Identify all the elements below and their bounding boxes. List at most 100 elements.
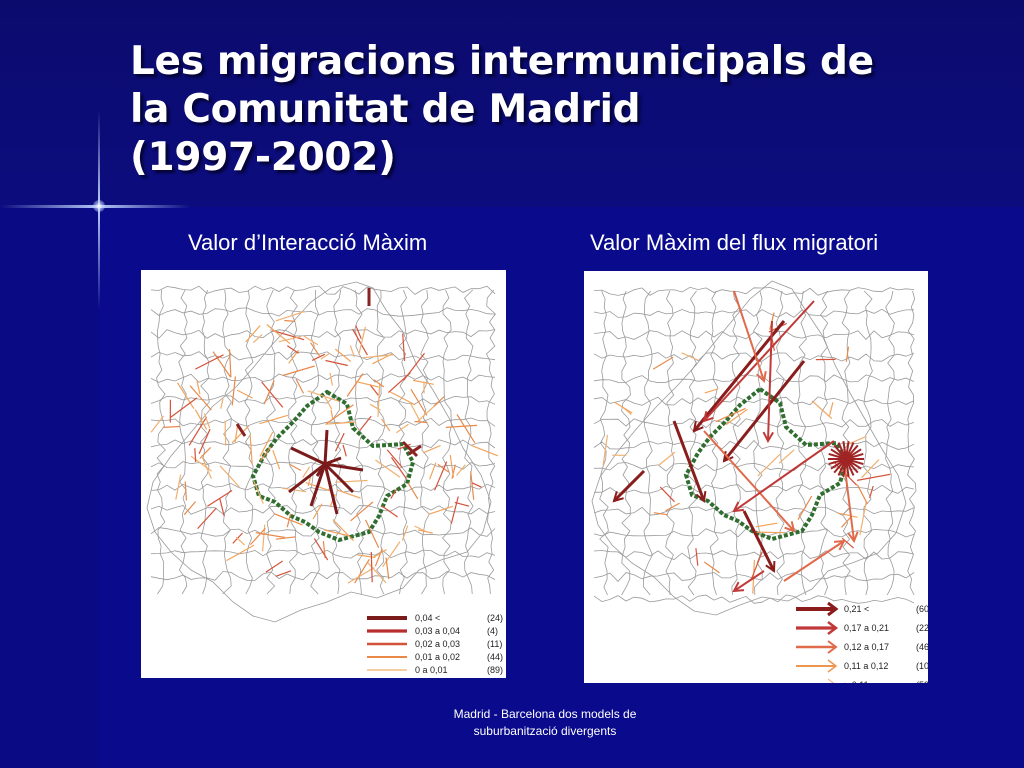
map-interaction-max: 0,04 < (24) 0,03 a 0,04 (4) 0,02 a 0,03 (11) 0… (141, 270, 506, 678)
flow-line (289, 463, 302, 472)
flow-line (188, 416, 208, 446)
legend-count: (46) (916, 642, 928, 652)
municipality-line (150, 505, 496, 516)
flow-line (373, 379, 385, 388)
flow-line (252, 334, 263, 344)
municipality-line (398, 289, 408, 595)
flow-arrow (733, 570, 765, 592)
map-right-caption: Valor Màxim del flux migratori (590, 230, 879, 255)
municipality-line (593, 594, 915, 604)
flow-line (456, 464, 466, 476)
flow-line (363, 354, 394, 359)
flow-line (183, 501, 196, 516)
flow-arrow (843, 460, 855, 542)
footer-line-1: Madrid - Barcelona dos models de (453, 707, 637, 721)
municipality-line (150, 439, 496, 449)
flow-line (390, 391, 416, 406)
flow-line (410, 403, 421, 422)
flow-line (342, 444, 347, 457)
flow-line (841, 537, 854, 549)
flow-line (325, 359, 348, 367)
flow-line (403, 352, 425, 381)
map-legend: 0,04 < (24)0,03 a 0,04 (4)0,02 a 0,03 (11)0… (367, 613, 503, 675)
municipality-line (288, 289, 298, 595)
flow-line (382, 541, 401, 568)
municipality-line (178, 289, 188, 595)
flow-line (352, 328, 368, 356)
flow-line (778, 449, 795, 464)
flow-line (652, 356, 674, 370)
flow-arrows (602, 290, 891, 594)
flow-line (184, 481, 187, 501)
arrow-head (692, 421, 704, 433)
legend-range: 0,17 a 0,21 (844, 623, 889, 633)
legend-range: 0,12 a 0,17 (844, 642, 889, 652)
flow-line (381, 418, 391, 432)
flow-line (235, 423, 247, 437)
legend-entry: > 0,11 (52) (827, 678, 928, 683)
municipality-line (885, 290, 895, 596)
legend-count: (22) (916, 623, 928, 633)
legend-count: (24) (487, 613, 503, 623)
left-band (0, 207, 98, 768)
flow-line (307, 390, 340, 402)
flow-line (797, 495, 813, 521)
municipality-line (593, 439, 915, 450)
arrow-head (612, 491, 624, 503)
municipality-line (593, 374, 915, 384)
legend-entry: 0,04 < (24) (367, 613, 503, 623)
municipality-line (593, 308, 915, 318)
flow-line (196, 380, 201, 395)
arrow-head (784, 521, 796, 533)
flow-line (324, 529, 348, 537)
flow-line (602, 434, 609, 466)
flow-line (224, 420, 227, 446)
flow-line (273, 513, 303, 526)
flow-line (253, 480, 264, 504)
flow-line (869, 485, 874, 499)
flow-line (653, 512, 668, 516)
flow-arrow (703, 300, 815, 422)
flow-line (750, 551, 763, 581)
flow-line (422, 444, 441, 454)
flow-line (189, 385, 212, 411)
flow-line (259, 431, 274, 457)
municipality-line (665, 290, 675, 596)
flow-line (250, 527, 266, 546)
flow-arrow (767, 320, 773, 442)
flow-line (811, 400, 833, 420)
flow-line (377, 383, 381, 417)
flow-line (281, 487, 307, 493)
legend-arrow-head (827, 659, 838, 673)
legend-entry: 0,03 a 0,04 (4) (367, 626, 498, 636)
flow-line (245, 325, 261, 343)
flow-line (195, 354, 224, 370)
flow-line (703, 561, 720, 574)
municipality-line (150, 549, 496, 559)
title-line-3: (1997-2002) (130, 135, 396, 180)
municipality-line (907, 290, 917, 596)
municipality-line (150, 307, 496, 317)
flow-line (326, 404, 354, 424)
flow-line (856, 473, 891, 481)
flow-line (198, 428, 211, 455)
flow-line (374, 548, 383, 567)
metropolitan-area-boundary (683, 386, 849, 542)
municipality-boundaries (146, 281, 496, 623)
flow-line (471, 482, 482, 488)
arrow-head (702, 411, 714, 423)
flow-line (194, 409, 208, 430)
municipality-line (709, 290, 719, 596)
municipality-line (687, 290, 697, 596)
flow-line (150, 415, 164, 433)
legend-count: (11) (487, 639, 502, 649)
flow-line (757, 453, 781, 477)
legend-arrow-head (827, 640, 838, 654)
municipality-line (420, 289, 430, 595)
municipality-line (593, 330, 915, 340)
flow-line (856, 484, 868, 505)
flow-line (846, 435, 867, 446)
flow-line (272, 449, 281, 470)
legend-entry: 0,11 a 0,12 (10) (796, 659, 928, 673)
flow-line (194, 448, 197, 463)
